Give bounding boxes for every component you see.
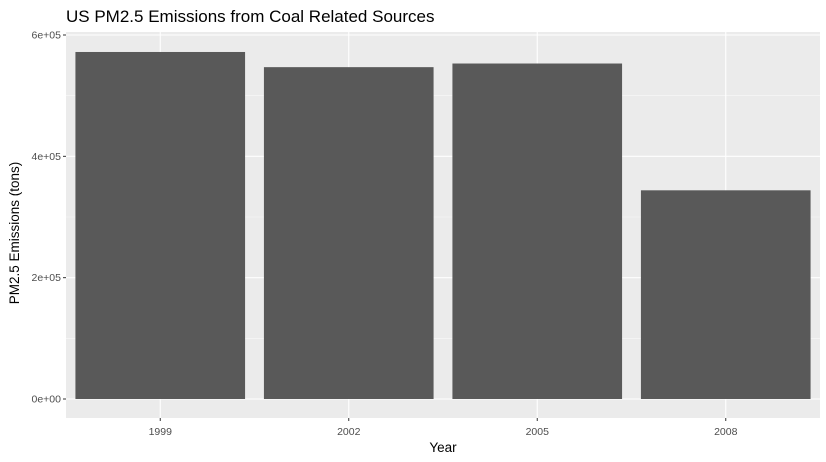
x-axis-title: Year	[429, 440, 457, 455]
x-tick-label: 2005	[526, 426, 550, 438]
y-tick-label: 0e+00	[32, 394, 62, 406]
x-tick-label: 1999	[149, 426, 173, 438]
x-tick-label: 2008	[714, 426, 738, 438]
y-axis-title: PM2.5 Emissions (tons)	[7, 162, 22, 305]
chart-title: US PM2.5 Emissions from Coal Related Sou…	[66, 7, 434, 26]
bar-2002	[263, 67, 434, 400]
bar-2005	[452, 63, 623, 399]
x-axis: 1999 2002 2005 2008	[149, 418, 738, 438]
x-tick-label: 2002	[337, 426, 361, 438]
y-axis: 0e+00 2e+05 4e+05 6e+05	[32, 30, 66, 406]
bar-2008	[640, 190, 811, 399]
bar-1999	[75, 51, 246, 400]
y-tick-label: 2e+05	[32, 272, 62, 284]
bars	[75, 51, 811, 400]
y-tick-label: 4e+05	[32, 151, 62, 163]
y-tick-label: 6e+05	[32, 30, 62, 42]
